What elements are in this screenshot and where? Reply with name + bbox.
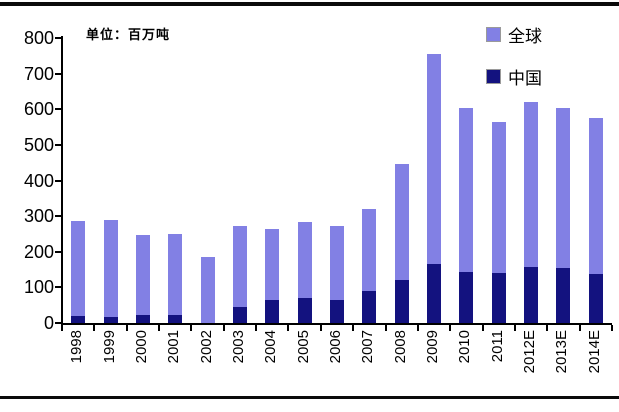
- x-tick: [222, 325, 225, 331]
- x-label-2005: 2005: [294, 330, 312, 364]
- x-label-2010: 2010: [456, 330, 474, 364]
- bar-2004-global-segment: [265, 229, 280, 300]
- bar-2009-china-segment: [427, 264, 442, 323]
- x-label-2007: 2007: [359, 330, 377, 364]
- bar-2014E-global-segment: [588, 117, 603, 274]
- y-tick-label-100: 100: [23, 277, 54, 298]
- y-tick: [55, 108, 62, 111]
- x-label-2008: 2008: [391, 330, 409, 364]
- bar-2011-china-segment: [491, 273, 506, 323]
- bar-2003-china-segment: [232, 306, 247, 323]
- x-tick: [481, 325, 484, 331]
- bar-2011-global-segment: [491, 121, 506, 274]
- x-tick: [158, 325, 161, 331]
- x-tick: [125, 325, 128, 331]
- global-series-swatch: [486, 27, 501, 42]
- x-label-2001: 2001: [165, 330, 183, 364]
- y-tick: [55, 322, 62, 324]
- x-label-2009: 2009: [424, 330, 442, 364]
- y-tick: [55, 143, 62, 146]
- y-axis: [61, 36, 63, 325]
- y-tick: [55, 215, 62, 218]
- x-axis: [61, 323, 612, 325]
- bar-2012E-china-segment: [524, 267, 539, 323]
- bar-2003-global-segment: [232, 226, 247, 307]
- x-tick: [352, 325, 355, 331]
- bar-2006-china-segment: [330, 299, 344, 323]
- y-tick-label-600: 600: [23, 99, 54, 120]
- x-label-2003: 2003: [229, 330, 247, 364]
- y-tick: [55, 250, 62, 253]
- x-label-2014E: 2014E: [585, 330, 603, 374]
- y-tick: [55, 72, 62, 75]
- legend-label-global: 全球: [508, 27, 542, 46]
- x-label-2002: 2002: [197, 330, 215, 364]
- x-tick: [384, 325, 387, 331]
- bar-2000-global-segment: [135, 235, 150, 316]
- bar-2010-global-segment: [459, 107, 474, 273]
- x-tick: [319, 325, 322, 331]
- y-tick-label-700: 700: [23, 63, 54, 84]
- bar-2007-china-segment: [362, 290, 377, 323]
- x-label-2011: 2011: [488, 330, 506, 363]
- x-tick: [61, 325, 63, 331]
- legend-item-global: 全球: [486, 22, 542, 47]
- y-tick-label-400: 400: [23, 170, 54, 191]
- x-label-2004: 2004: [262, 330, 280, 364]
- y-tick-label-800: 800: [23, 28, 54, 48]
- x-tick: [578, 325, 581, 331]
- x-tick: [513, 325, 516, 331]
- x-label-1999: 1999: [100, 330, 118, 364]
- y-tick: [55, 286, 62, 289]
- x-label-2000: 2000: [132, 330, 150, 364]
- bar-2005-china-segment: [297, 298, 312, 323]
- y-tick-label-500: 500: [23, 134, 54, 155]
- china-series-swatch: [486, 69, 501, 84]
- legend-item-china: 中国: [486, 64, 542, 89]
- top-divider: [0, 2, 619, 6]
- x-tick: [416, 325, 419, 331]
- unit-label: 单位：百万吨: [86, 27, 171, 42]
- bar-1999-global-segment: [103, 219, 118, 317]
- bar-2013E-china-segment: [556, 267, 571, 323]
- y-tick: [55, 37, 62, 39]
- bar-1998-china-segment: [71, 315, 86, 323]
- y-tick-label-200: 200: [23, 241, 54, 262]
- legend-label-china: 中国: [508, 69, 542, 88]
- bar-2002-global-segment: [200, 256, 215, 323]
- bar-2007-global-segment: [362, 209, 377, 291]
- x-tick: [255, 325, 258, 331]
- bar-2014E-china-segment: [588, 273, 603, 323]
- x-tick: [449, 325, 452, 331]
- x-tick: [93, 325, 96, 331]
- bar-1999-china-segment: [103, 316, 118, 323]
- x-label-2013E: 2013E: [553, 330, 571, 374]
- y-tick-label-300: 300: [23, 206, 54, 227]
- bottom-divider: [0, 396, 619, 399]
- bar-2000-china-segment: [135, 315, 150, 323]
- bar-2004-china-segment: [265, 299, 280, 323]
- bar-2009-global-segment: [427, 53, 442, 265]
- bar-2012E-global-segment: [524, 102, 539, 268]
- y-tick-label-0: 0: [43, 313, 54, 333]
- bar-1998-global-segment: [71, 221, 86, 316]
- x-label-2006: 2006: [327, 330, 344, 364]
- bar-2006-global-segment: [330, 226, 344, 300]
- x-tick: [611, 325, 613, 331]
- bar-2008-china-segment: [394, 280, 409, 323]
- bar-2008-global-segment: [394, 164, 409, 281]
- x-tick: [546, 325, 549, 331]
- y-tick: [55, 179, 62, 182]
- bar-2005-global-segment: [297, 222, 312, 299]
- x-label-2012E: 2012E: [521, 330, 539, 374]
- x-tick: [190, 325, 193, 331]
- bar-2010-china-segment: [459, 272, 474, 323]
- x-label-1998: 1998: [68, 330, 86, 364]
- legend: 全球 中国: [486, 22, 542, 106]
- bar-2001-china-segment: [168, 315, 183, 323]
- bar-2001-global-segment: [168, 233, 183, 316]
- x-tick: [287, 325, 290, 331]
- bar-2013E-global-segment: [556, 107, 571, 268]
